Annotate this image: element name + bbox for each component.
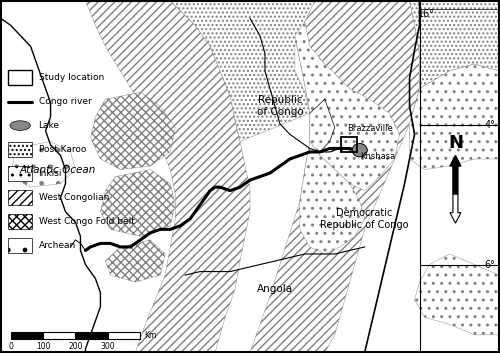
Polygon shape xyxy=(90,92,175,170)
Bar xyxy=(43,332,76,339)
Polygon shape xyxy=(295,22,400,191)
Text: 4°: 4° xyxy=(484,120,496,130)
Text: Archean: Archean xyxy=(38,241,76,250)
Polygon shape xyxy=(170,1,315,141)
Text: Post Karoo: Post Karoo xyxy=(38,145,86,154)
Bar xyxy=(8,166,32,181)
Polygon shape xyxy=(106,240,165,282)
Bar xyxy=(8,238,32,252)
Text: Angola: Angola xyxy=(257,284,293,294)
Polygon shape xyxy=(100,170,175,236)
Text: Lake: Lake xyxy=(38,121,60,130)
Bar xyxy=(8,142,32,157)
Text: Knshasa: Knshasa xyxy=(360,152,395,161)
Polygon shape xyxy=(410,1,500,88)
Text: Study location: Study location xyxy=(38,73,104,82)
Polygon shape xyxy=(10,141,76,187)
Text: 6°: 6° xyxy=(484,260,496,270)
Text: 0: 0 xyxy=(8,342,13,351)
Ellipse shape xyxy=(10,121,30,130)
Text: 300: 300 xyxy=(100,342,115,351)
Text: Brazzaville: Brazzaville xyxy=(347,124,393,133)
Polygon shape xyxy=(410,64,500,170)
FancyArrow shape xyxy=(450,194,461,223)
Polygon shape xyxy=(414,254,500,335)
Text: Km: Km xyxy=(144,331,156,340)
Bar xyxy=(8,70,32,85)
Text: Democratic
Republic of Congo: Democratic Republic of Congo xyxy=(320,207,409,230)
Bar xyxy=(8,214,32,229)
Polygon shape xyxy=(250,1,420,353)
Polygon shape xyxy=(300,141,364,254)
Text: 100: 100 xyxy=(36,342,51,351)
Text: N: N xyxy=(448,134,463,152)
Text: Atlantic Ocean: Atlantic Ocean xyxy=(20,165,96,175)
Text: Inkisi: Inkisi xyxy=(38,169,62,178)
Text: 16°: 16° xyxy=(418,9,434,19)
Text: West Congolian: West Congolian xyxy=(38,193,109,202)
Text: 200: 200 xyxy=(68,342,82,351)
Bar xyxy=(8,190,32,205)
Polygon shape xyxy=(86,1,250,353)
Bar xyxy=(340,137,357,152)
Text: Congo river: Congo river xyxy=(38,97,92,106)
Text: Republic
of Congo: Republic of Congo xyxy=(256,95,304,118)
Text: West Congo Fold belt: West Congo Fold belt xyxy=(38,217,134,226)
Bar xyxy=(10,332,43,339)
FancyArrow shape xyxy=(450,155,461,194)
Bar xyxy=(76,332,108,339)
Bar xyxy=(108,332,140,339)
Ellipse shape xyxy=(352,143,367,157)
